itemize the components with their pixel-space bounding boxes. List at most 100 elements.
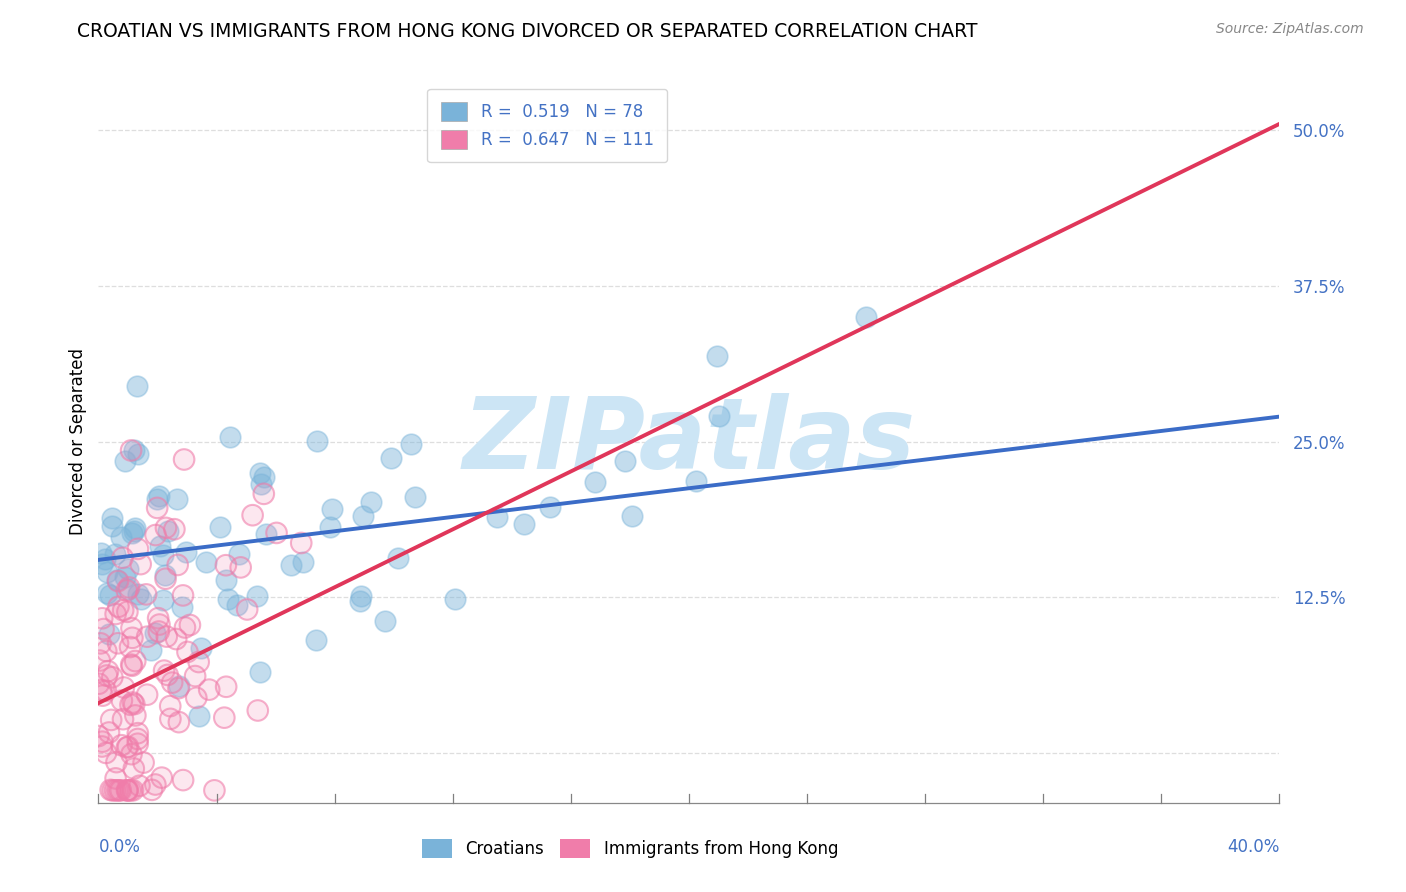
- Point: [107, 574, 129, 588]
- Point: [128, 779, 150, 793]
- Point: [195, 555, 218, 569]
- Point: [136, 688, 159, 702]
- Point: [90, 683, 112, 698]
- Point: [120, 657, 142, 672]
- Point: [145, 528, 167, 542]
- Point: [105, 573, 128, 587]
- Point: [97, 664, 120, 678]
- Point: [156, 630, 179, 644]
- Point: [166, 558, 188, 572]
- Point: [141, 782, 163, 797]
- Point: [214, 711, 236, 725]
- Text: 0.0%: 0.0%: [98, 838, 141, 855]
- Point: [101, 670, 124, 684]
- Point: [155, 572, 177, 586]
- Point: [620, 509, 643, 524]
- Point: [127, 541, 149, 556]
- Point: [190, 640, 212, 655]
- Point: [242, 508, 264, 523]
- Point: [107, 783, 129, 797]
- Point: [93, 551, 115, 566]
- Point: [117, 582, 139, 596]
- Point: [167, 715, 190, 730]
- Point: [91, 689, 114, 703]
- Point: [127, 726, 149, 740]
- Point: [146, 491, 169, 506]
- Point: [122, 783, 145, 797]
- Point: [110, 783, 132, 797]
- Point: [121, 747, 143, 761]
- Point: [89, 654, 111, 668]
- Point: [380, 450, 402, 465]
- Point: [96, 644, 118, 658]
- Point: [198, 682, 221, 697]
- Point: [124, 521, 146, 535]
- Point: [187, 655, 209, 669]
- Point: [215, 680, 238, 694]
- Point: [105, 755, 128, 769]
- Point: [198, 682, 221, 697]
- Point: [124, 708, 146, 723]
- Point: [176, 645, 198, 659]
- Point: [374, 614, 396, 628]
- Point: [117, 562, 139, 576]
- Point: [107, 599, 129, 614]
- Point: [249, 665, 271, 679]
- Point: [127, 726, 149, 740]
- Point: [107, 599, 129, 614]
- Point: [153, 664, 176, 678]
- Point: [101, 670, 124, 684]
- Point: [132, 756, 155, 770]
- Point: [148, 489, 170, 503]
- Point: [215, 558, 238, 573]
- Point: [96, 644, 118, 658]
- Point: [538, 500, 561, 514]
- Point: [152, 593, 174, 607]
- Point: [512, 517, 534, 532]
- Point: [87, 729, 110, 743]
- Point: [122, 783, 145, 797]
- Point: [129, 591, 152, 606]
- Point: [174, 620, 197, 634]
- Point: [290, 536, 312, 550]
- Point: [254, 526, 277, 541]
- Point: [155, 572, 177, 586]
- Point: [186, 690, 208, 705]
- Point: [583, 475, 606, 489]
- Point: [91, 734, 114, 748]
- Point: [163, 522, 186, 536]
- Point: [108, 783, 131, 797]
- Point: [98, 725, 121, 739]
- Point: [120, 783, 142, 797]
- Point: [148, 624, 170, 639]
- Point: [150, 771, 173, 785]
- Point: [120, 443, 142, 458]
- Point: [685, 474, 707, 488]
- Point: [124, 697, 146, 711]
- Point: [176, 645, 198, 659]
- Point: [101, 511, 124, 525]
- Point: [855, 310, 877, 324]
- Point: [186, 690, 208, 705]
- Point: [706, 349, 728, 363]
- Point: [112, 603, 135, 617]
- Point: [104, 772, 127, 786]
- Legend: R =  0.519   N = 78, R =  0.647   N = 111: R = 0.519 N = 78, R = 0.647 N = 111: [427, 88, 666, 162]
- Point: [110, 738, 132, 752]
- Point: [204, 783, 226, 797]
- Point: [91, 689, 114, 703]
- Y-axis label: Divorced or Separated: Divorced or Separated: [69, 348, 87, 535]
- Point: [120, 783, 142, 797]
- Point: [172, 773, 194, 788]
- Point: [122, 762, 145, 776]
- Point: [112, 681, 135, 695]
- Point: [118, 640, 141, 654]
- Point: [486, 509, 509, 524]
- Point: [111, 712, 134, 726]
- Point: [319, 520, 342, 534]
- Point: [124, 654, 146, 668]
- Point: [146, 611, 169, 625]
- Point: [93, 622, 115, 636]
- Point: [117, 783, 139, 797]
- Point: [136, 630, 159, 644]
